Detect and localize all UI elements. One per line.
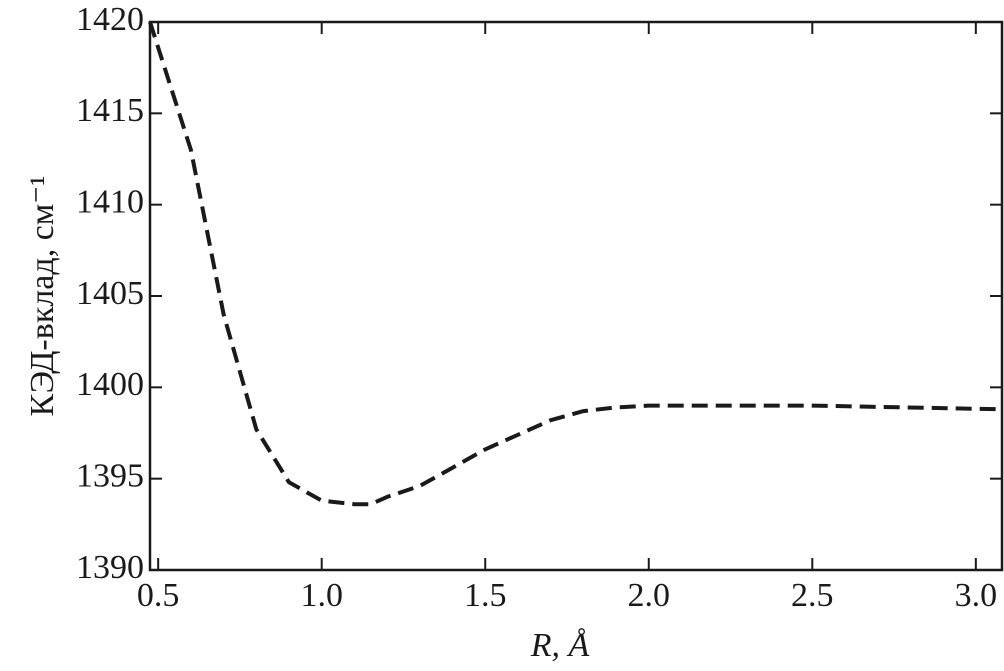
x-tick-label: 1.0 [300, 577, 343, 614]
y-tick-label: 1410 [76, 183, 144, 220]
x-tick-label: 1.5 [464, 577, 507, 614]
y-axis-label: КЭД-вклад, см⁻¹ [24, 176, 61, 417]
y-tick-label: 1415 [76, 92, 144, 129]
y-tick-label: 1395 [76, 457, 144, 494]
y-tick-label: 1390 [76, 549, 144, 586]
x-tick-label: 2.5 [791, 577, 834, 614]
data-line [148, 21, 1003, 507]
x-tick-label: 3.0 [955, 577, 998, 614]
x-tick-label: 2.0 [628, 577, 671, 614]
y-tick-label: 1420 [76, 1, 144, 38]
y-tick-label: 1400 [76, 366, 144, 403]
x-tick-label: 0.5 [137, 577, 180, 614]
plot-frame [148, 20, 1004, 572]
y-tick-label: 1405 [76, 275, 144, 312]
x-axis-label: R, Å [530, 627, 590, 664]
